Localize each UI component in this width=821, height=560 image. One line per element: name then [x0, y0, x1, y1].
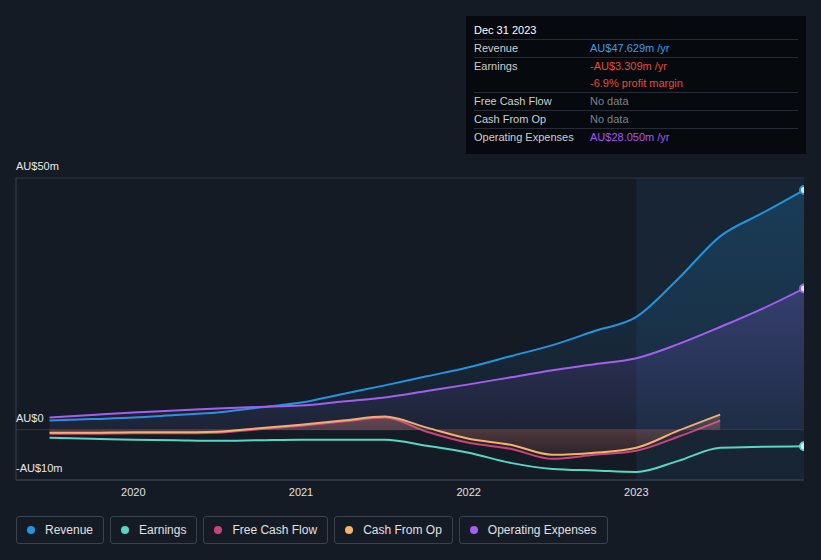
html-text:Free Cash Flow: Free Cash Flow [232, 523, 318, 537]
html-text:Revenue: Revenue [474, 42, 518, 54]
html-text:Earnings: Earnings [474, 60, 518, 72]
svg-text:2021: 2021 [289, 486, 313, 498]
html-text:Earnings: Earnings [139, 523, 187, 537]
html-text:AU$28.050m /yr: AU$28.050m /yr [590, 131, 670, 143]
html-text:No data: No data [590, 113, 629, 125]
html-text:-6.9% profit margin: -6.9% profit margin [590, 77, 683, 89]
html-text:Operating Expenses: Operating Expenses [487, 523, 597, 537]
html-text:Revenue: Revenue [45, 523, 93, 537]
html-text:Cash From Op: Cash From Op [363, 523, 442, 537]
svg-text:AU$0: AU$0 [16, 412, 44, 424]
html-text:AU$47.629m /yr: AU$47.629m /yr [590, 42, 670, 54]
html-text:Operating Expenses: Operating Expenses [474, 131, 574, 143]
svg-text:AU$50m: AU$50m [16, 160, 59, 172]
svg-text:2022: 2022 [456, 486, 480, 498]
svg-text:-AU$10m: -AU$10m [16, 462, 62, 474]
html-text:No data: No data [590, 95, 629, 107]
svg-text:2023: 2023 [624, 486, 648, 498]
html-text:-AU$3.309m /yr: -AU$3.309m /yr [590, 60, 667, 72]
html-text:Cash From Op: Cash From Op [474, 113, 547, 125]
html-text:Dec 31 2023: Dec 31 2023 [474, 24, 537, 36]
html-text:Free Cash Flow: Free Cash Flow [474, 95, 552, 107]
svg-text:2020: 2020 [121, 486, 145, 498]
